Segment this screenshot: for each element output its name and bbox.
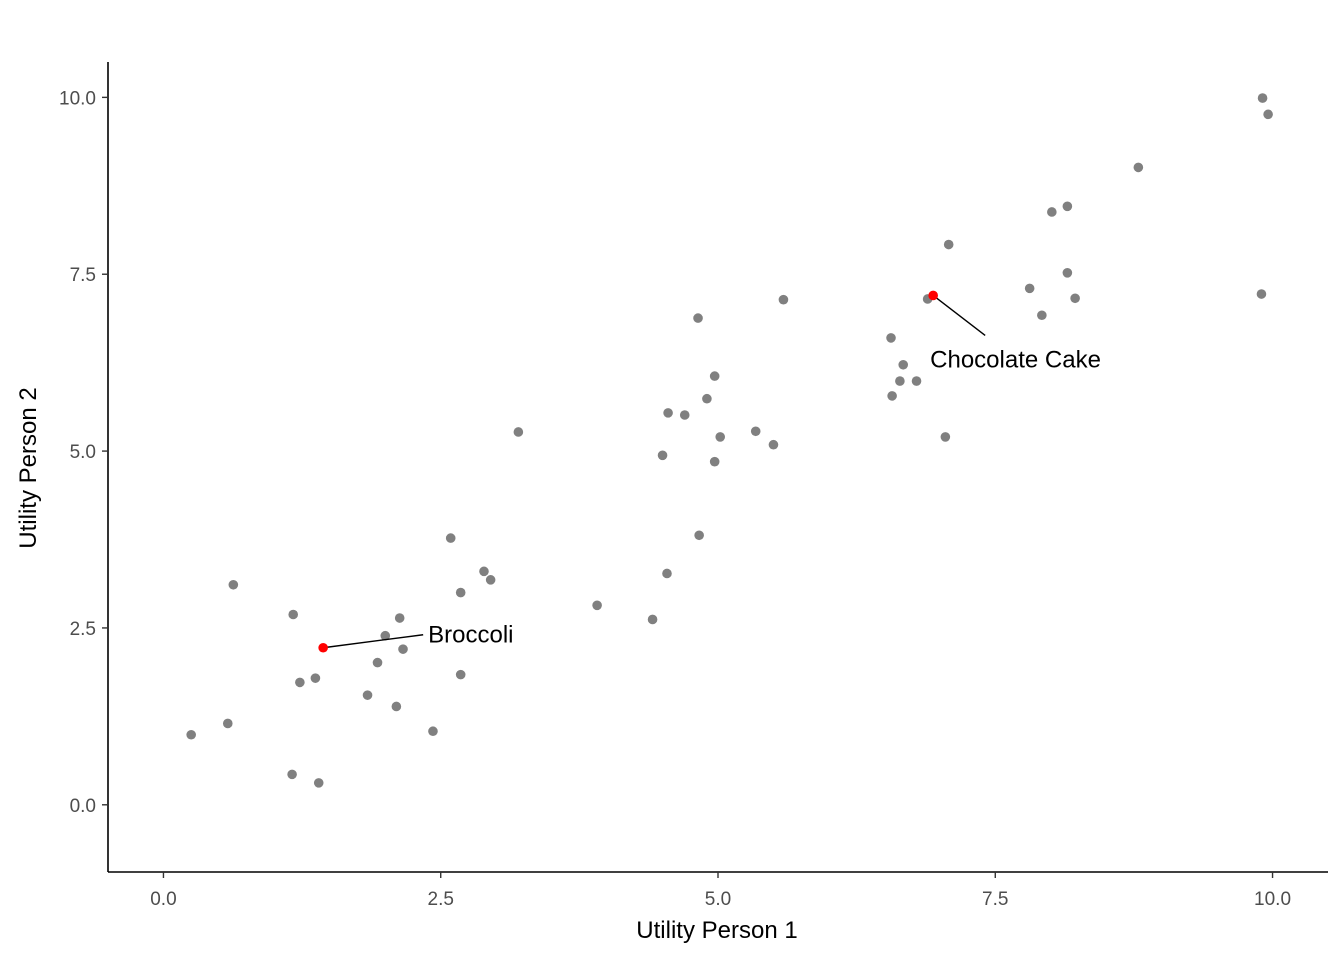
data-point [362, 690, 373, 700]
broccoli-point [318, 642, 328, 653]
chocolate-cake-label: Chocolate Cake [930, 346, 1101, 373]
y-tick-label: 2.5 [70, 619, 96, 640]
data-point [911, 376, 922, 386]
data-point [455, 587, 466, 598]
data-point [295, 677, 305, 688]
data-point [228, 579, 239, 590]
data-point [709, 456, 720, 467]
data-point [647, 614, 658, 625]
broccoli-leader-line [323, 634, 424, 649]
data-point [1062, 201, 1073, 212]
x-tick-label: 2.5 [428, 889, 454, 910]
data-point [715, 432, 726, 442]
data-point [1133, 162, 1144, 173]
data-point [898, 359, 909, 370]
data-point [310, 673, 321, 683]
data-point [445, 533, 456, 543]
data-point [513, 427, 524, 437]
data-point [1062, 268, 1073, 278]
data-point [186, 729, 196, 740]
y-axis-title: Utility Person 2 [15, 387, 42, 548]
data-point [1024, 283, 1035, 294]
data-point [886, 333, 896, 343]
broccoli-label: Broccoli [428, 622, 513, 649]
data-point [750, 426, 761, 437]
data-point [485, 575, 496, 585]
data-point [778, 294, 789, 305]
data-point [592, 600, 602, 611]
chocolate-cake-leader-line [932, 294, 986, 337]
annotations: Broccoli Chocolate Cake [318, 290, 1101, 653]
data-point [428, 726, 438, 737]
data-point [398, 644, 408, 654]
y-axis-ticks: 0.0 2.5 5.0 7.5 10.0 [59, 88, 108, 817]
y-tick-label: 5.0 [70, 442, 96, 463]
x-axis-ticks: 0.0 2.5 5.0 7.5 10.0 [150, 872, 1291, 910]
data-point [709, 371, 720, 381]
data-point [887, 391, 897, 401]
data-point [1047, 207, 1057, 217]
data-point [679, 410, 690, 420]
x-axis-title: Utility Person 1 [636, 917, 797, 944]
data-point [1256, 289, 1267, 299]
data-point [693, 313, 703, 323]
data-point [895, 376, 905, 386]
data-point [455, 669, 466, 680]
data-point [702, 393, 712, 404]
data-point [394, 613, 405, 623]
data-point [1263, 109, 1273, 120]
data-point [1037, 310, 1047, 321]
data-point [768, 439, 779, 450]
data-point [287, 769, 297, 780]
data-points [186, 93, 1273, 788]
data-point [1070, 293, 1080, 304]
y-tick-label: 10.0 [59, 88, 96, 109]
data-point [288, 609, 299, 620]
data-point [662, 568, 672, 579]
data-point [313, 778, 324, 788]
data-point [222, 718, 233, 729]
data-point [657, 450, 668, 461]
data-point [940, 432, 951, 442]
data-point [372, 657, 383, 668]
data-point [943, 239, 954, 250]
data-point [694, 530, 704, 541]
axes: 0.0 2.5 5.0 7.5 10.0 0.0 2.5 5.0 7.5 10.0 [59, 62, 1328, 910]
data-point [479, 566, 489, 577]
chocolate-cake-point [928, 290, 938, 301]
x-tick-label: 5.0 [705, 889, 731, 910]
data-point [663, 408, 673, 418]
data-point [391, 701, 402, 712]
x-tick-label: 10.0 [1254, 889, 1291, 910]
x-tick-label: 7.5 [982, 889, 1008, 910]
x-tick-label: 0.0 [150, 889, 176, 910]
data-point [1257, 93, 1268, 103]
data-point [380, 630, 391, 641]
y-tick-label: 0.0 [70, 796, 96, 817]
y-tick-label: 7.5 [70, 265, 96, 286]
